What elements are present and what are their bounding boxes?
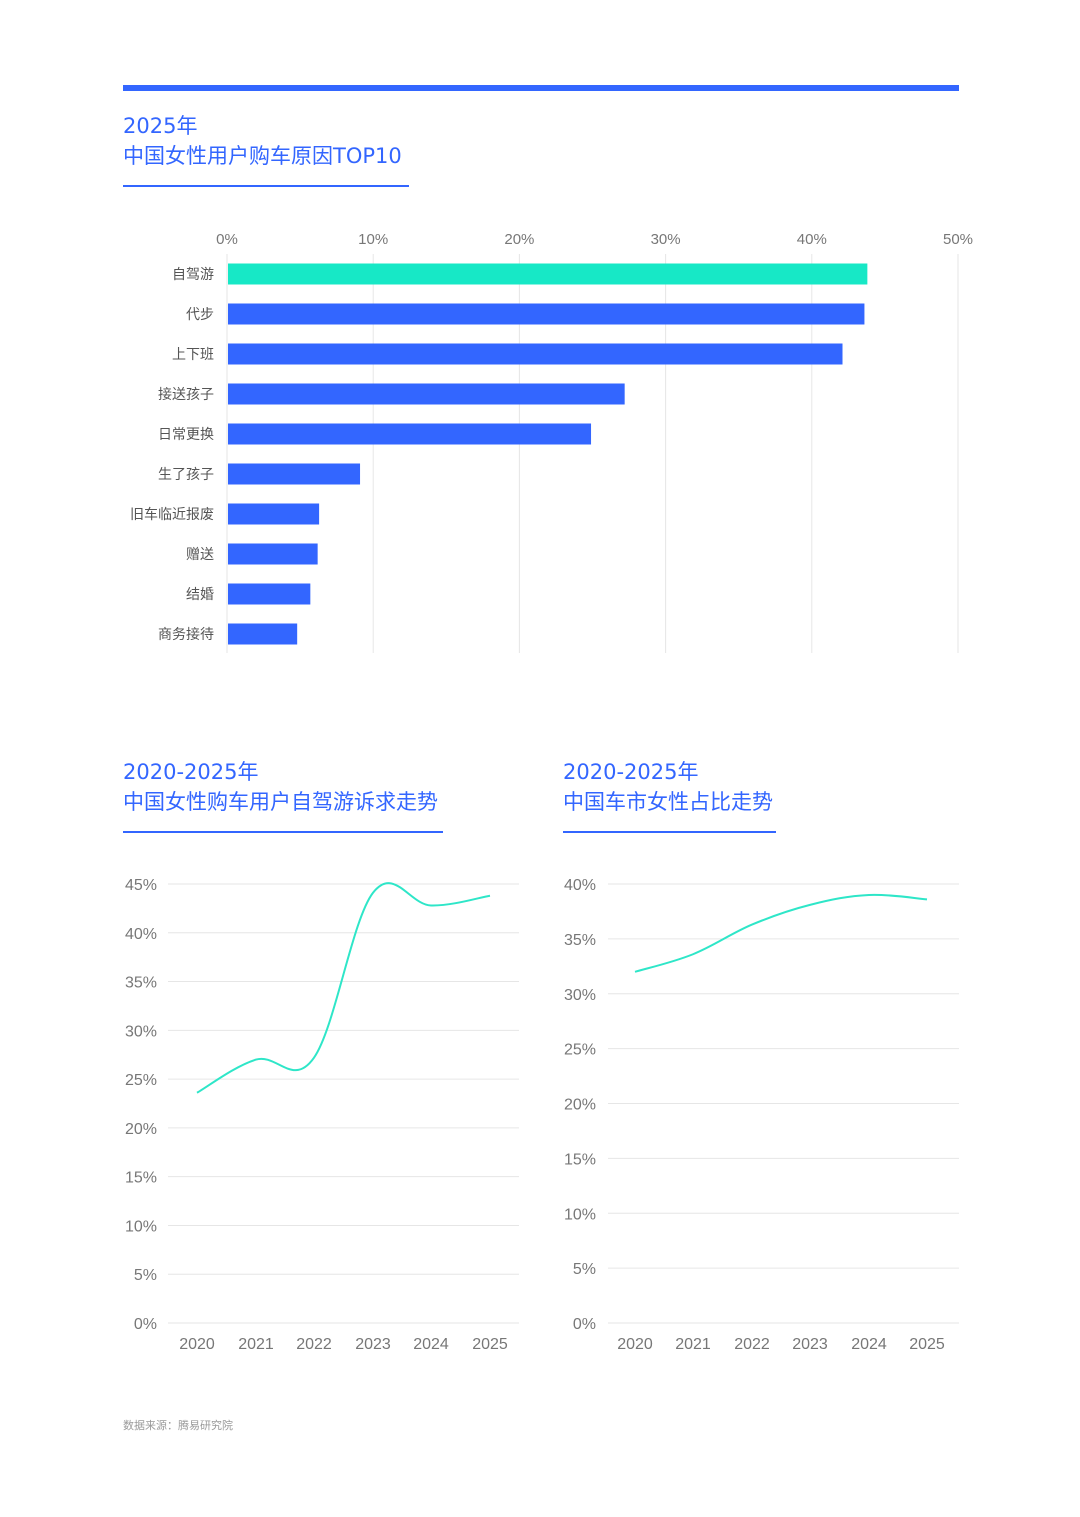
data-source-note: 数据来源：腾易研究院 [123,1419,233,1432]
y-tick-label: 20% [564,1097,596,1114]
bar-chart: 0% 10% 20% 30% 40% 50% 自驾游代步上下班接送孩子日常更换生了孩子旧车临… [130,231,973,653]
x-tick-label: 2020 [179,1336,215,1353]
bar-chart-title-underline [123,185,409,187]
x-tick-label: 2024 [413,1336,449,1353]
bar-category-label: 代步 [186,307,214,323]
bar-category-label: 接送孩子 [158,386,214,403]
line-chart-1-title-years: 2020-2025年 [123,760,259,784]
bar-x-tick-label: 0% [216,231,238,248]
x-tick-label: 2022 [296,1336,332,1353]
bar-category-label: 商务接待 [158,626,214,643]
y-tick-label: 35% [564,932,596,949]
y-tick-label: 30% [125,1023,157,1040]
bar [228,303,865,325]
y-tick-label: 0% [573,1316,596,1333]
bar [228,503,320,525]
bar [228,623,298,645]
bar-x-tick-label: 20% [504,231,534,248]
bar-chart-title-year: 2025年 [123,114,198,138]
line-chart-1-title-main: 中国女性购车用户自驾游诉求走势 [123,790,438,814]
trend-line [196,882,491,1094]
x-tick-label: 2023 [792,1336,828,1353]
y-tick-label: 40% [125,926,157,943]
bar-category-label: 自驾游 [172,267,214,283]
line-chart-1-title-underline [123,831,443,833]
bar [228,383,625,405]
line-chart-2-title: 2020-2025年 中国车市女性占比走势 [563,757,773,817]
x-tick-label: 2025 [909,1336,945,1353]
y-tick-label: 0% [134,1316,157,1333]
bar-x-tick-label: 50% [943,231,973,248]
x-tick-label: 2022 [734,1336,770,1353]
bar [228,343,843,365]
bar [228,543,318,565]
bar-category-label: 生了孩子 [158,467,214,483]
y-tick-label: 35% [125,975,157,992]
y-tick-label: 10% [564,1206,596,1223]
x-tick-label: 2023 [355,1336,391,1353]
y-tick-label: 15% [125,1170,157,1187]
y-tick-label: 30% [564,987,596,1004]
line-chart-2-title-years: 2020-2025年 [563,760,699,784]
y-tick-label: 25% [564,1042,596,1059]
bar [228,583,311,605]
x-tick-label: 2020 [617,1336,653,1353]
bar-chart-title-main: 中国女性用户购车原因TOP10 [123,144,402,168]
x-tick-label: 2025 [472,1336,508,1353]
x-tick-label: 2021 [675,1336,711,1353]
bar-x-tick-label: 40% [797,231,827,248]
x-tick-label: 2024 [851,1336,887,1353]
top-accent-rule [123,85,959,91]
bar-chart-title: 2025年 中国女性用户购车原因TOP10 [123,111,402,171]
bar-category-label: 结婚 [186,587,214,603]
bar-category-label: 旧车临近报废 [130,506,214,523]
y-tick-label: 45% [125,877,157,894]
bar [228,263,868,285]
trend-line [634,893,928,973]
bar-category-label: 日常更换 [158,426,214,443]
y-tick-label: 25% [125,1072,157,1089]
bar-category-label: 赠送 [186,547,214,563]
bar [228,463,361,485]
line-chart-2-title-underline [563,831,776,833]
bar [228,423,592,445]
y-tick-label: 15% [564,1151,596,1168]
line-chart-1-title: 2020-2025年 中国女性购车用户自驾游诉求走势 [123,757,438,817]
y-tick-label: 20% [125,1121,157,1138]
line-chart-2-title-main: 中国车市女性占比走势 [563,790,773,814]
bar-category-label: 上下班 [172,347,214,363]
y-tick-label: 5% [134,1267,157,1284]
y-tick-label: 5% [573,1261,596,1278]
y-tick-label: 10% [125,1218,157,1235]
x-tick-label: 2021 [238,1336,274,1353]
y-tick-label: 40% [564,877,596,894]
bar-x-tick-label: 30% [651,231,681,248]
bar-x-tick-label: 10% [358,231,388,248]
